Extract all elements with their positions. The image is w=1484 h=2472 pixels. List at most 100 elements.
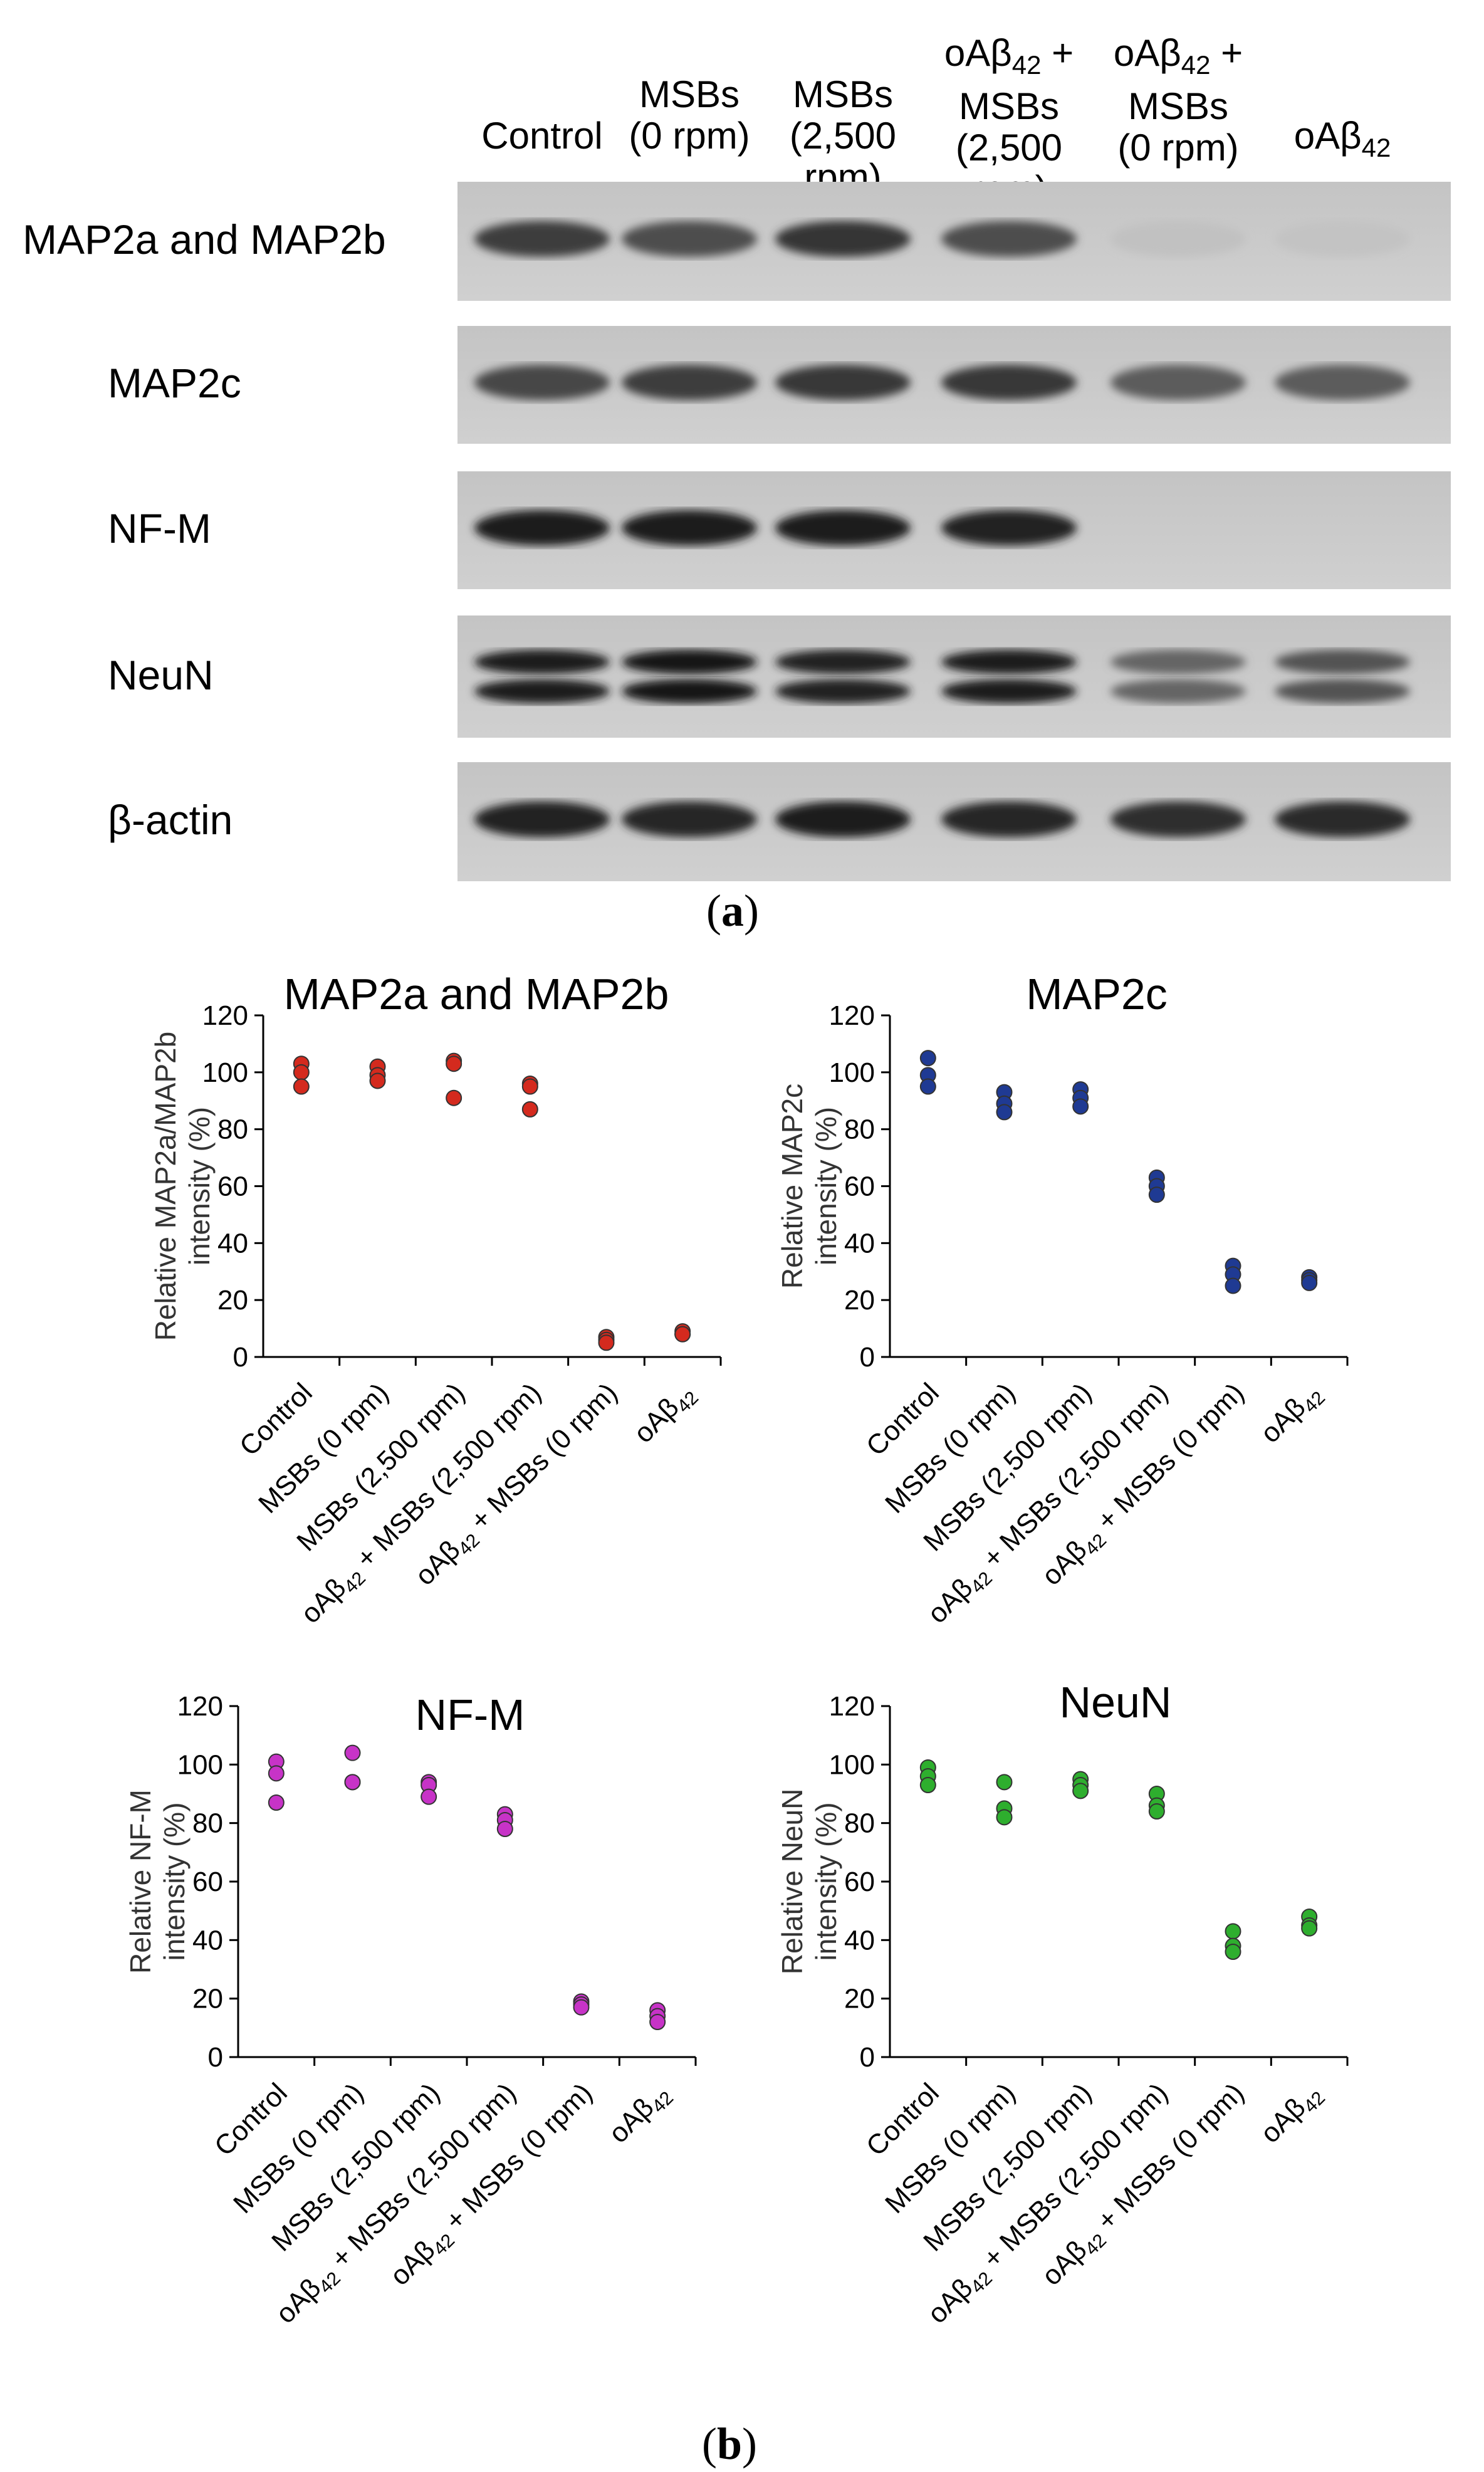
blot-band: [1275, 679, 1410, 704]
blot-band: [622, 679, 757, 704]
data-point: [1301, 1274, 1318, 1291]
neun-scatter-chart: NeuN 0 20 40 60 80 100 120 Relative NeuNintensit…: [776, 1678, 1349, 2330]
y-axis-label-line: intensity (%): [810, 1107, 842, 1265]
y-axis-label: Relative NF-Mintensity (%): [124, 1789, 191, 1974]
y-tick-label: 0: [233, 1342, 248, 1373]
y-tick-label: 100: [202, 1057, 248, 1088]
y-tick-label: 0: [860, 2042, 875, 2073]
y-axis-label-line: Relative NF-M: [124, 1789, 157, 1974]
y-axis-label: Relative MAP2cintensity (%): [776, 1084, 842, 1289]
blot-band: [474, 510, 610, 546]
data-point: [1225, 1923, 1241, 1940]
blot-band: [622, 801, 757, 837]
y-axis-label-line: Relative NeuN: [776, 1789, 808, 1975]
y-tick-label: 80: [192, 1808, 223, 1839]
y-tick-label: 40: [844, 1228, 875, 1259]
blot-band: [941, 649, 1077, 674]
lane-header-5: oAβ42 + MSBs (0 rpm): [1113, 32, 1243, 169]
map2c-scatter-chart: MAP2c 0 20 40 60 80 100 120 Relative MAP2cintens…: [776, 970, 1349, 1630]
y-tick-label: 120: [829, 1000, 875, 1031]
y-tick-label: 20: [844, 1984, 875, 2014]
blot-band: [1110, 679, 1246, 704]
data-point: [1225, 1277, 1241, 1294]
y-tick-label: 80: [844, 1114, 875, 1145]
blot-band: [941, 364, 1077, 401]
data-point: [919, 1050, 936, 1067]
blot-band: [622, 510, 757, 546]
blot-band: [775, 364, 911, 401]
y-tick-label: 20: [217, 1285, 248, 1316]
blot-band: [775, 679, 911, 704]
y-tick-label: 20: [844, 1285, 875, 1316]
blot-strip: [457, 762, 1451, 881]
data-point: [674, 1326, 691, 1343]
blot-band: [775, 649, 911, 674]
lane-header-2: MSBs (0 rpm): [629, 73, 750, 157]
data-point: [1301, 1920, 1318, 1937]
chart-title: NeuN: [1060, 1678, 1172, 1727]
y-axis-label-line: Relative MAP2c: [776, 1084, 808, 1289]
x-tick-label: MSBs (0 rpm): [253, 1377, 395, 1519]
y-tick-label: 40: [217, 1228, 248, 1259]
blot-row-label: MAP2a and MAP2b: [23, 216, 386, 263]
data-point: [573, 1999, 590, 2016]
y-tick-label: 0: [860, 1342, 875, 1373]
y-tick-label: 120: [202, 1000, 248, 1031]
blot-band: [622, 364, 757, 401]
y-tick-label: 100: [829, 1749, 875, 1780]
data-point: [996, 1104, 1013, 1121]
y-axis-label-line: intensity (%): [183, 1107, 216, 1265]
data-point: [293, 1064, 310, 1081]
blot-strip: [457, 615, 1451, 738]
y-axis-label-line: Relative MAP2a/MAP2b: [149, 1032, 182, 1341]
chart-title: MAP2a and MAP2b: [284, 970, 669, 1019]
panel-label-b: (b): [702, 2419, 758, 2469]
blot-strip: [457, 471, 1451, 589]
blot-band: [775, 801, 911, 837]
x-tick-label: oAβ42: [1255, 2077, 1329, 2152]
blot-band: [1275, 364, 1410, 401]
data-point: [521, 1101, 538, 1118]
data-point: [919, 1777, 936, 1793]
y-tick-label: 0: [208, 2042, 223, 2073]
data-point: [344, 1744, 361, 1761]
data-point: [1148, 1186, 1165, 1203]
y-tick-label: 120: [829, 1691, 875, 1722]
blot-band: [1110, 364, 1246, 401]
blot-band: [1275, 801, 1410, 837]
blot-band: [775, 221, 911, 257]
data-point: [996, 1774, 1013, 1791]
x-tick-label: oAβ42: [628, 1377, 703, 1452]
x-tick-label: MSBs (0 rpm): [879, 1377, 1022, 1519]
y-tick-label: 20: [192, 1984, 223, 2014]
blot-band: [474, 649, 610, 674]
data-point: [521, 1078, 538, 1095]
blot-strip: [457, 182, 1451, 301]
blot-band: [1275, 221, 1410, 257]
y-tick-label: 60: [844, 1867, 875, 1897]
blot-row-label: MAP2c: [108, 360, 241, 406]
y-axis-label: Relative MAP2a/MAP2bintensity (%): [149, 1032, 216, 1341]
blot-row-label: β-actin: [108, 797, 233, 843]
blot-band: [474, 801, 610, 837]
y-tick-label: 120: [177, 1691, 223, 1722]
western-blot-panel: Control MSBs (0 rpm) MSBs (2,500 rpm) oAβ42 +…: [0, 0, 1484, 928]
chart-title: NF-M: [415, 1690, 525, 1739]
data-point: [268, 1765, 285, 1782]
y-axis-label: Relative NeuNintensity (%): [776, 1789, 842, 1975]
blot-row-label: NF-M: [108, 505, 211, 552]
data-point: [344, 1774, 361, 1791]
x-tick-label: MSBs (0 rpm): [227, 2077, 370, 2219]
blot-band: [1275, 649, 1410, 674]
blot-band: [941, 510, 1077, 546]
blot-row-label: NeuN: [108, 651, 214, 698]
y-tick-label: 60: [217, 1171, 248, 1202]
data-point: [293, 1078, 310, 1095]
blot-band: [941, 679, 1077, 704]
data-point: [369, 1072, 386, 1089]
data-point: [1148, 1803, 1165, 1820]
blot-strip: [457, 326, 1451, 444]
blot-band: [1110, 649, 1246, 674]
x-tick-label: oAβ42: [603, 2077, 677, 2152]
